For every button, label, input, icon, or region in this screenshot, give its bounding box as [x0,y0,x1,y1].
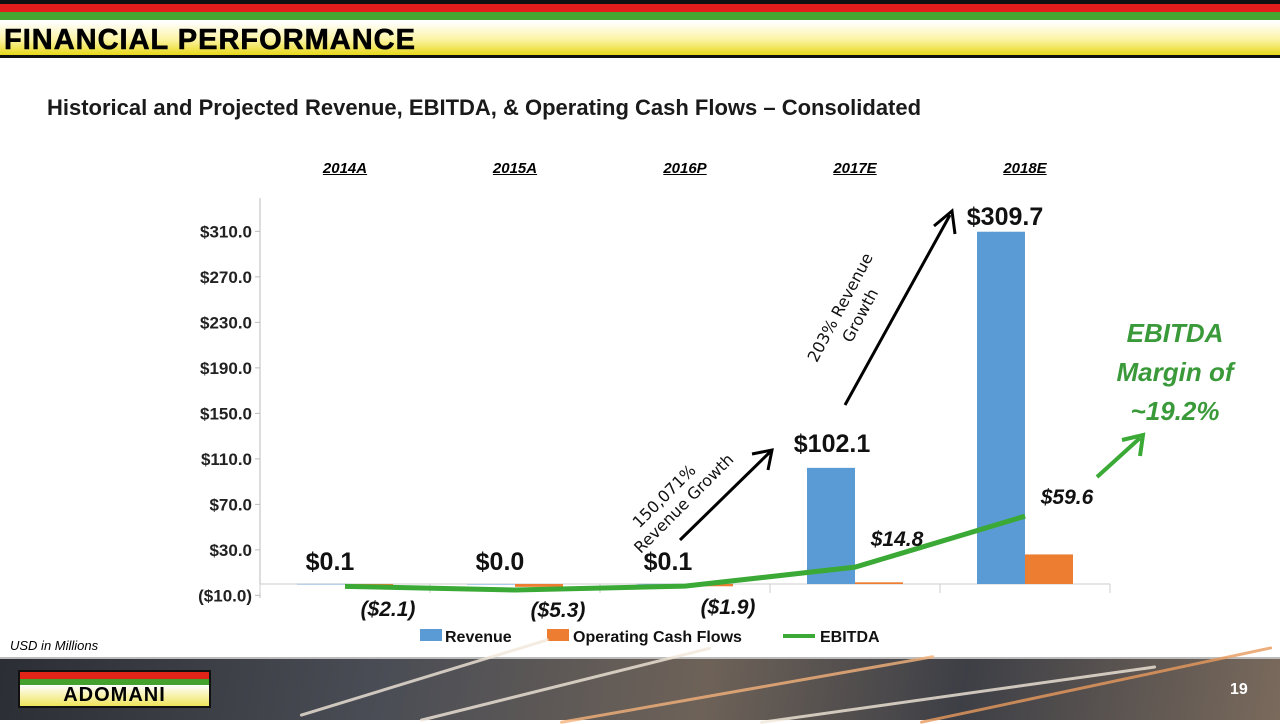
revenue-bar [467,584,515,585]
y-tick-label: $190.0 [200,359,252,378]
margin-label-2: Margin of [1117,357,1236,387]
revenue-bar [977,232,1025,584]
revenue-bar [297,584,345,585]
legend-swatch-revenue [420,629,442,641]
revenue-data-label: $0.1 [644,548,693,576]
ocf-bar [1025,554,1073,584]
y-tick-label: $110.0 [201,450,252,469]
y-tick-label: $150.0 [200,404,252,423]
ebitda-data-label: ($5.3) [531,599,586,622]
ocf-bar [515,584,563,587]
y-tick-label: ($10.0) [198,586,252,605]
y-tick-label: $230.0 [200,313,252,332]
revenue-data-label: $102.1 [794,430,871,458]
ebitda-data-label: ($2.1) [361,598,416,621]
annotations: 150,071% Revenue Growth 203% Revenue Gro… [629,211,1236,557]
adomani-logo: ADOMANI [18,670,211,708]
legend: Revenue Operating Cash Flows EBITDA [420,629,880,646]
y-tick-label: $270.0 [200,268,252,287]
legend-label: EBITDA [820,629,880,646]
legend-label: Operating Cash Flows [573,629,742,646]
ebitda-data-label: ($1.9) [701,596,756,619]
revenue-data-label: $0.0 [476,548,525,576]
legend-label: Revenue [445,629,512,646]
units-note: USD in Millions [10,638,98,653]
margin-label-1: EBITDA [1127,318,1224,348]
legend-swatch-ocf [547,629,569,641]
ocf-bar [855,582,903,584]
page-number: 19 [1230,681,1248,699]
y-tick-label: $310.0 [200,222,252,241]
y-tick-label: $70.0 [209,495,252,514]
revenue-data-label: $0.1 [306,548,355,576]
y-tick-label: $30.0 [209,541,252,560]
ebitda-data-label: $14.8 [870,528,924,551]
revenue-data-label: $309.7 [967,203,1043,231]
ebitda-data-label: $59.6 [1040,486,1094,509]
margin-label-3: ~19.2% [1131,396,1220,426]
margin-arrow [1097,438,1140,477]
